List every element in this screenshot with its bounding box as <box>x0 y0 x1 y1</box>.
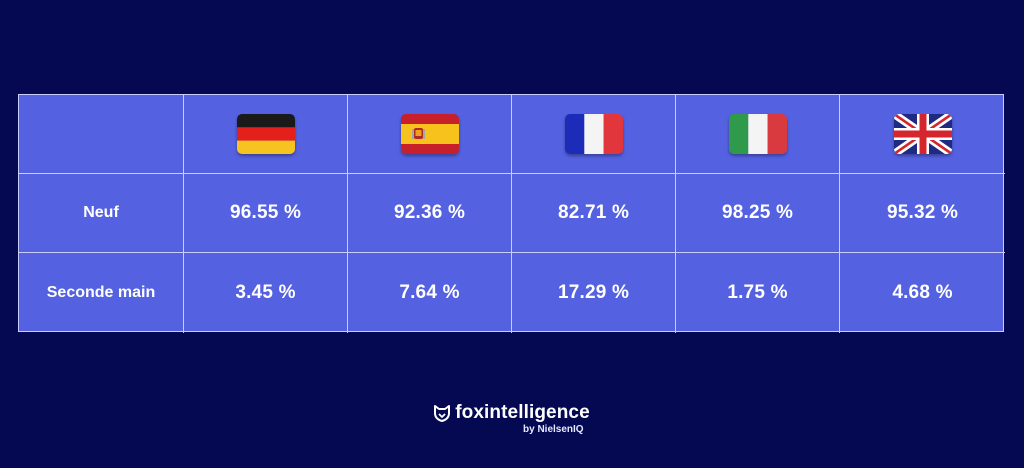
value-seconde-main-germany: 3.45 % <box>184 253 348 333</box>
header-cell-spain <box>348 95 512 174</box>
uk-flag-icon <box>893 114 952 154</box>
brand-logo: foxintelligence by NielsenIQ <box>0 402 1024 435</box>
value-neuf-germany: 96.55 % <box>184 174 348 253</box>
header-empty-cell <box>19 95 184 174</box>
spain-flag-icon <box>400 114 459 154</box>
fox-icon <box>434 404 451 422</box>
header-cell-germany <box>184 95 348 174</box>
row-label-seconde-main: Seconde main <box>19 253 184 333</box>
value-seconde-main-uk: 4.68 % <box>892 282 953 303</box>
france-flag-icon <box>564 114 623 154</box>
value-neuf-spain: 92.36 % <box>348 174 512 253</box>
italy-flag-icon <box>728 114 787 154</box>
brand-name: foxintelligence <box>455 402 590 423</box>
value-seconde-main-italy: 1.75 % <box>676 253 840 333</box>
header-cell-uk <box>840 95 1005 174</box>
market-share-table: Neuf 96.55 % 92.36 % 82.71 % 98.25 % 95.… <box>18 94 1005 333</box>
value-neuf-uk: 95.32 % <box>840 174 1005 253</box>
germany-flag-icon <box>236 114 295 154</box>
value-neuf-france: 82.71 % <box>512 174 676 253</box>
value-seconde-main-france: 17.29 % <box>512 253 676 333</box>
row-label-neuf: Neuf <box>19 174 184 253</box>
header-cell-france <box>512 95 676 174</box>
header-cell-italy <box>676 95 840 174</box>
brand-subtitle: by NielsenIQ <box>523 424 584 435</box>
value-neuf-italy: 98.25 % <box>676 174 840 253</box>
value-seconde-main-spain: 7.64 % <box>348 253 512 333</box>
